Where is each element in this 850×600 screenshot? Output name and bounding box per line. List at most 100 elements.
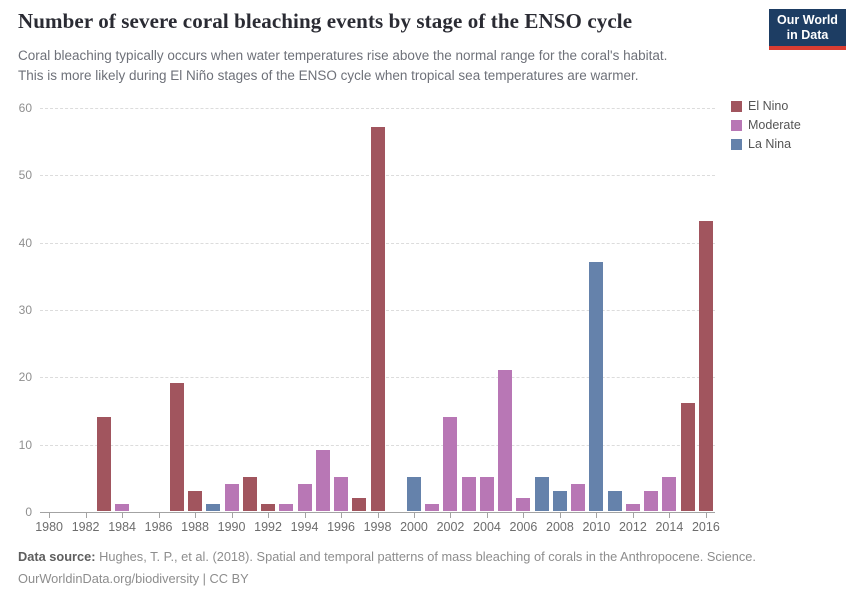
legend-label-la-nina: La Nina: [748, 137, 792, 151]
bar-1991: [242, 477, 257, 511]
x-tick-2006: [523, 513, 525, 518]
bar-2000: [406, 477, 421, 511]
bar-2008: [552, 490, 567, 511]
legend-swatch-el-nino: [731, 100, 742, 112]
x-tick-2000: [413, 513, 415, 518]
x-axis-label-2010: 2010: [582, 520, 611, 534]
legend-swatch-moderate: [731, 119, 742, 131]
x-axis-label-1982: 1982: [71, 520, 100, 534]
x-axis-label-2016: 2016: [691, 520, 720, 534]
bar-2005: [498, 369, 513, 511]
bar-1984: [115, 504, 130, 511]
bar-1995: [315, 450, 330, 511]
y-axis-label-40: 40: [18, 235, 32, 250]
bar-1993: [279, 504, 294, 511]
plot-area: 0 10 20 30 40 50 60 1980 1982 1984 1986 1988 1990 199…: [19, 101, 720, 534]
legend-item-moderate: Moderate: [731, 118, 801, 132]
bar-2001: [425, 504, 440, 511]
x-axis-label-2012: 2012: [618, 520, 647, 534]
legend-label-moderate: Moderate: [748, 118, 801, 132]
x-tick-1994: [304, 513, 306, 518]
chart-legend: El Nino Moderate La Nina: [731, 99, 801, 156]
chart-subtitle-line-2: This is more likely during El Niño stage…: [18, 68, 639, 83]
y-axis-label-10: 10: [18, 437, 32, 452]
owid-logo-line1: Our World: [777, 13, 838, 27]
chart-subtitle-line-1: Coral bleaching typically occurs when wa…: [18, 48, 668, 63]
bar-2010: [589, 261, 604, 511]
x-axis-label-1994: 1994: [290, 520, 319, 534]
x-axis-label-2000: 2000: [400, 520, 428, 534]
x-axis-label-2014: 2014: [655, 520, 684, 534]
x-axis-label-1988: 1988: [181, 520, 209, 534]
bar-1989: [206, 504, 221, 511]
x-axis-label-2002: 2002: [436, 520, 465, 534]
chart-subtitle: Coral bleaching typically occurs when wa…: [18, 46, 667, 86]
x-tick-2004: [486, 513, 488, 518]
x-tick-2008: [559, 513, 561, 518]
x-axis-label-2004: 2004: [473, 520, 501, 534]
bar-1998: [370, 127, 385, 511]
x-tick-2016: [705, 513, 707, 518]
x-axis-label-1990: 1990: [217, 520, 246, 534]
legend-item-la-nina: La Nina: [731, 137, 801, 151]
legend-swatch-la-nina: [731, 138, 742, 150]
bar-1990: [224, 484, 239, 511]
bar-2007: [534, 477, 549, 511]
bar-1987: [169, 383, 184, 511]
bar-2003: [461, 477, 476, 511]
data-source-text: Hughes, T. P., et al. (2018). Spatial an…: [99, 549, 756, 564]
bar-1983: [96, 416, 111, 511]
gridline-60: [40, 108, 715, 109]
owid-logo-line2: in Data: [786, 28, 829, 42]
y-axis-label-0: 0: [25, 505, 32, 519]
x-axis-label-1996: 1996: [327, 520, 355, 534]
bar-2014: [662, 477, 677, 511]
x-tick-1980: [49, 513, 51, 518]
x-axis-label-1980: 1980: [35, 520, 64, 534]
license-line: OurWorldinData.org/biodiversity | CC BY: [18, 571, 249, 586]
x-axis-label-1992: 1992: [254, 520, 282, 534]
x-axis-label-2008: 2008: [546, 520, 574, 534]
y-axis-label-50: 50: [18, 168, 32, 183]
x-tick-1990: [231, 513, 233, 518]
chart-footer: Data source: Hughes, T. P., et al. (2018…: [18, 546, 756, 590]
bar-2002: [443, 416, 458, 511]
x-tick-1982: [85, 513, 87, 518]
bar-2011: [607, 490, 622, 511]
x-tick-2002: [450, 513, 452, 518]
x-tick-1986: [158, 513, 160, 518]
legend-label-el-nino: El Nino: [748, 99, 789, 113]
bar-2015: [680, 403, 695, 511]
x-tick-2014: [669, 513, 671, 518]
bar-1992: [261, 504, 276, 511]
x-axis-label-1998: 1998: [363, 520, 392, 534]
x-tick-2010: [596, 513, 598, 518]
x-tick-1998: [377, 513, 379, 518]
x-axis-line: [40, 512, 715, 513]
bar-1997: [352, 497, 367, 511]
x-tick-1988: [195, 513, 197, 518]
x-tick-2012: [632, 513, 634, 518]
bar-1994: [297, 484, 312, 511]
bar-2004: [479, 477, 494, 511]
bar-2006: [516, 497, 531, 511]
x-tick-1992: [268, 513, 270, 518]
data-source-label: Data source:: [18, 549, 96, 564]
bar-2012: [625, 504, 640, 511]
y-axis-label-20: 20: [18, 370, 32, 385]
bar-2016: [698, 221, 713, 511]
y-axis-label-60: 60: [18, 101, 32, 115]
y-axis-label-30: 30: [18, 303, 32, 317]
x-axis-label-1986: 1986: [144, 520, 173, 534]
chart-title: Number of severe coral bleaching events …: [18, 9, 633, 33]
bar-1988: [188, 490, 203, 511]
legend-item-el-nino: El Nino: [731, 99, 801, 113]
bar-2013: [644, 490, 659, 511]
bar-2009: [571, 484, 586, 511]
x-tick-1996: [341, 513, 342, 518]
x-tick-1984: [122, 513, 124, 518]
bar-1996: [334, 477, 348, 511]
data-source-line: Data source: Hughes, T. P., et al. (2018…: [18, 546, 756, 568]
x-axis-label-1984: 1984: [108, 520, 136, 534]
